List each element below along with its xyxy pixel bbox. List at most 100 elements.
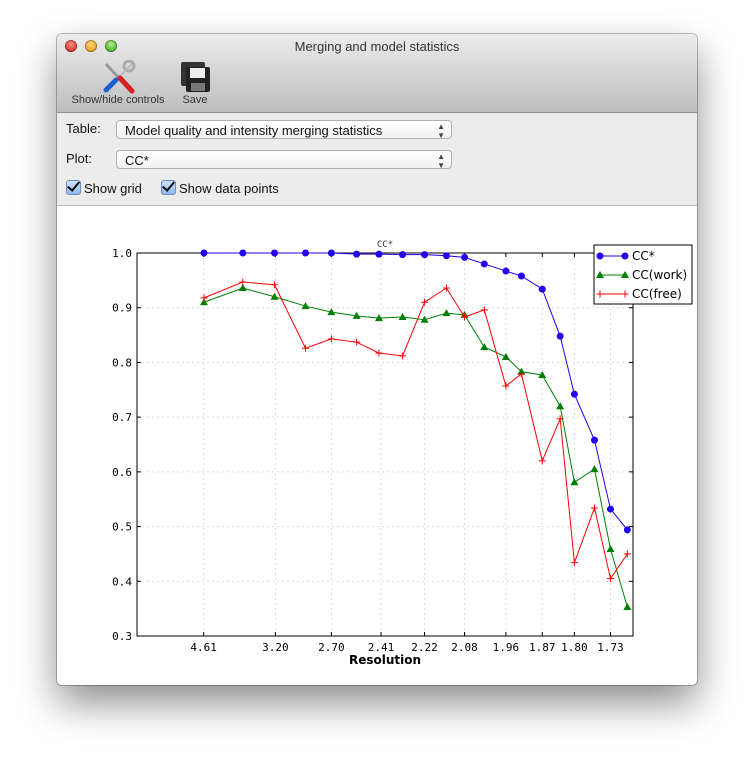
data-point: [480, 306, 488, 314]
data-point: [590, 465, 599, 473]
y-tick-label: 0.7: [112, 411, 132, 424]
show-hide-controls-button[interactable]: Show/hide controls: [65, 59, 171, 106]
data-point: [461, 253, 469, 261]
table-select-value: Model quality and intensity merging stat…: [125, 123, 383, 138]
updown-arrows-icon: ▲ ▼: [437, 122, 445, 140]
plot-select[interactable]: CC* ▲ ▼: [116, 150, 452, 170]
data-point: [502, 382, 510, 390]
series-line: [203, 281, 628, 580]
checkbox-checked-icon: [66, 180, 81, 195]
data-point: [302, 249, 310, 257]
minimize-button[interactable]: [85, 40, 97, 52]
window-title: Merging and model statistics: [294, 39, 460, 54]
plot-select-value: CC*: [125, 153, 149, 168]
data-point: [538, 457, 546, 465]
data-point: [301, 302, 310, 310]
data-point: [398, 313, 407, 321]
data-point: [200, 294, 208, 302]
data-point: [570, 478, 579, 486]
data-point: [421, 298, 429, 306]
y-tick-label: 0.9: [112, 302, 132, 315]
data-point: [239, 278, 247, 286]
x-tick-label: 1.73: [597, 641, 624, 654]
legend-label: CC*: [632, 249, 655, 263]
save-label: Save: [182, 94, 208, 106]
data-point: [621, 271, 629, 278]
y-tick-label: 0.8: [112, 356, 132, 369]
data-point: [623, 550, 631, 558]
data-point: [271, 281, 279, 289]
data-point: [538, 371, 547, 379]
x-tick-label: 4.61: [190, 641, 217, 654]
data-point: [327, 308, 336, 316]
data-point: [302, 344, 310, 352]
data-point: [353, 250, 361, 258]
show-data-points-label: Show data points: [179, 181, 279, 196]
data-point: [199, 298, 208, 306]
data-point: [570, 390, 578, 398]
data-point: [399, 352, 407, 360]
x-tick-label: 1.87: [529, 641, 556, 654]
chart-title: CC*: [377, 240, 393, 250]
data-point: [556, 415, 564, 423]
data-point: [623, 603, 632, 611]
data-point: [420, 315, 429, 323]
x-tick-label: 1.80: [561, 641, 588, 654]
y-tick-label: 1.0: [112, 247, 132, 260]
data-point: [596, 290, 604, 298]
data-point: [621, 252, 629, 260]
zoom-button[interactable]: [105, 40, 117, 52]
data-point: [596, 271, 604, 278]
data-point: [607, 505, 615, 513]
data-point: [270, 292, 279, 300]
data-point: [607, 575, 615, 583]
updown-arrows-icon: ▲ ▼: [437, 152, 445, 170]
y-tick-label: 0.3: [112, 630, 132, 643]
data-point: [606, 545, 615, 553]
close-button[interactable]: [65, 40, 77, 52]
show-grid-checkbox[interactable]: Show grid: [66, 180, 142, 196]
legend-label: CC(free): [632, 287, 682, 301]
data-point: [327, 249, 335, 257]
save-button[interactable]: Save: [177, 60, 213, 106]
data-point: [238, 284, 247, 292]
data-point: [517, 272, 525, 280]
plot-label: Plot:: [66, 151, 93, 166]
data-point: [623, 526, 631, 534]
data-point: [480, 260, 488, 268]
data-point: [353, 338, 361, 346]
data-point: [374, 314, 383, 322]
show-hide-controls-label: Show/hide controls: [71, 94, 165, 106]
series-line: [203, 252, 628, 531]
main-window: Merging and model statistics Show/hide c…: [57, 34, 697, 685]
data-point: [502, 267, 510, 275]
data-point: [399, 251, 407, 259]
x-tick-label: 2.41: [368, 641, 395, 654]
chart-area: 4.61 3.20 2.70 2.41 2.22 2.08 1.96 1.87 1.80 1.73…: [57, 206, 697, 685]
data-point: [517, 370, 525, 378]
series-cc-work-: [199, 284, 632, 611]
data-point: [442, 252, 450, 260]
series-line: [203, 287, 628, 608]
y-tick-label: 0.5: [112, 521, 132, 534]
x-tick-label: 2.70: [318, 641, 345, 654]
floppy-disk-icon: [178, 60, 212, 94]
title-bar: Merging and model statistics Show/hide c…: [57, 34, 697, 113]
data-point: [375, 250, 383, 258]
show-grid-label: Show grid: [84, 181, 142, 196]
show-data-points-checkbox[interactable]: Show data points: [161, 180, 279, 196]
controls-panel: Table: Model quality and intensity mergi…: [57, 113, 697, 206]
data-point: [596, 252, 604, 260]
data-point: [442, 309, 451, 317]
x-tick-label: 2.22: [411, 641, 438, 654]
y-tick-label: 0.6: [112, 466, 132, 479]
data-point: [538, 285, 546, 293]
table-select[interactable]: Model quality and intensity merging stat…: [116, 120, 452, 140]
tools-icon: [98, 59, 138, 94]
checkbox-checked-icon: [161, 180, 176, 195]
data-point: [239, 249, 247, 257]
data-point: [352, 311, 361, 319]
x-axis-label: Resolution: [349, 653, 421, 667]
data-point: [570, 559, 578, 567]
data-point: [375, 349, 383, 357]
